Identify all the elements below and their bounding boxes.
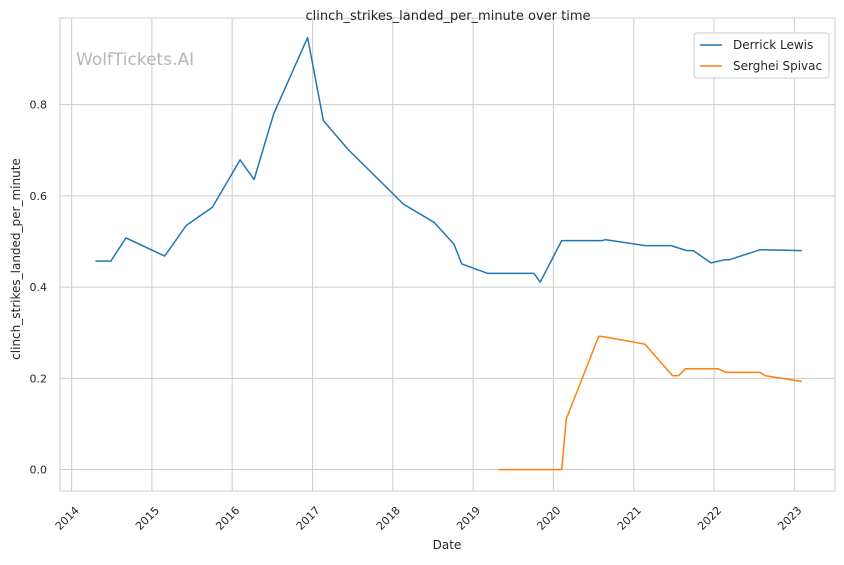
x-tick-label-2023: 2023 [775,504,804,533]
x-tick-label-2019: 2019 [454,504,483,533]
x-tick-label-2020: 2020 [534,504,563,533]
series-line-derrick-lewis [95,36,802,283]
legend-label-serghei-spivac: Serghei Spivac [733,59,822,73]
x-tick-label-2017: 2017 [294,504,323,533]
x-gridlines [71,18,795,491]
legend: Derrick Lewis Serghei Spivac [693,32,830,79]
x-tick-label-2018: 2018 [374,504,403,533]
plot-area-frame [59,17,836,492]
y-tick-label-0-0: 0.0 [30,464,48,477]
y-tick-label-0-4: 0.4 [30,281,48,294]
y-axis-label: clinch_strikes_landed_per_minute [9,158,23,360]
legend-label-derrick-lewis: Derrick Lewis [733,38,813,52]
series-lines [95,36,802,471]
chart-title: clinch_strikes_landed_per_minute over ti… [305,9,590,24]
x-tick-label-2015: 2015 [133,504,162,533]
x-axis-label: Date [433,538,462,552]
x-tick-label-2022: 2022 [695,504,724,533]
x-axis-tick-labels: 2014 2015 2016 2017 2018 2019 2020 2021 2022 2023 [53,504,805,533]
y-axis-tick-labels: 0.0 0.2 0.4 0.6 0.8 [30,99,48,477]
watermark: WolfTickets.AI [76,50,194,70]
y-tick-label-0-6: 0.6 [30,190,48,203]
x-tick-label-2016: 2016 [213,504,242,533]
series-line-serghei-spivac [498,335,802,471]
x-tick-label-2021: 2021 [615,504,644,533]
y-tick-label-0-8: 0.8 [30,99,48,112]
x-tick-label-2014: 2014 [53,504,82,533]
legend-box [693,32,830,79]
y-gridlines [60,104,835,471]
y-tick-label-0-2: 0.2 [30,372,48,385]
